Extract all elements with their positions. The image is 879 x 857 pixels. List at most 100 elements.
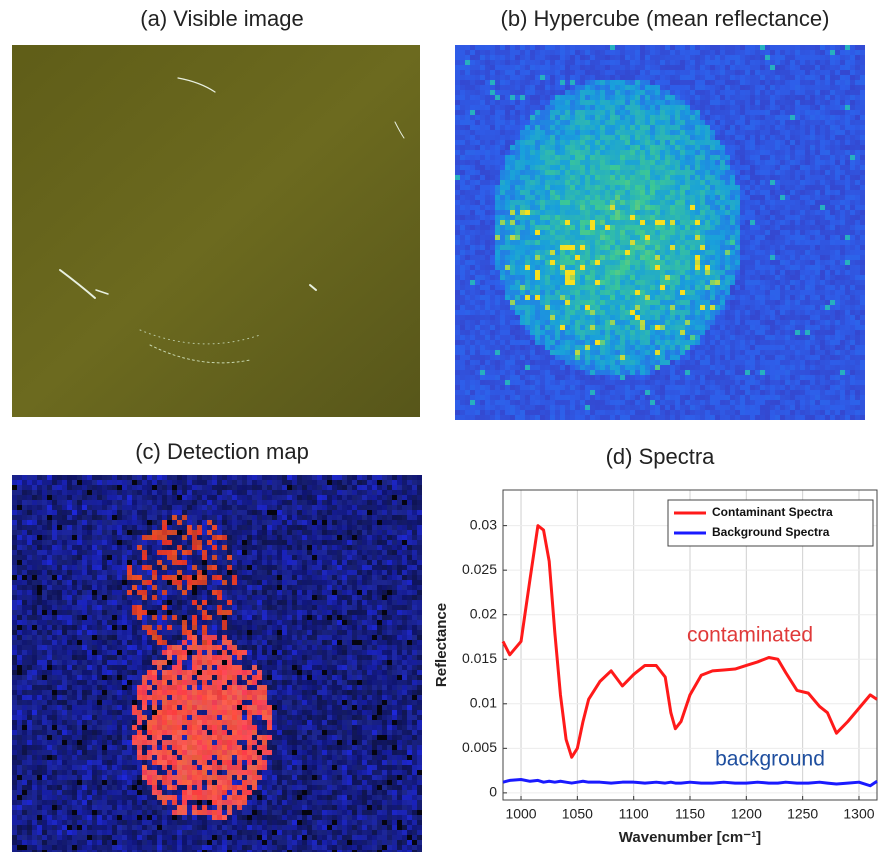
pixel	[655, 345, 660, 350]
pixel	[565, 145, 570, 150]
pixel	[745, 95, 750, 100]
pixel	[560, 255, 565, 260]
pixel	[685, 340, 690, 345]
pixel	[755, 60, 760, 65]
pixel	[480, 235, 485, 240]
pixel	[860, 190, 865, 195]
pixel	[825, 120, 830, 125]
pixel	[580, 55, 585, 60]
pixel	[855, 150, 860, 155]
pixel	[810, 165, 815, 170]
pixel	[535, 140, 540, 145]
pixel	[545, 170, 550, 175]
pixel	[565, 175, 570, 180]
pixel	[705, 55, 710, 60]
pixel	[650, 185, 655, 190]
pixel	[765, 130, 770, 135]
pixel	[480, 245, 485, 250]
pixel	[680, 340, 685, 345]
pixel	[680, 215, 685, 220]
pixel	[705, 320, 710, 325]
pixel	[640, 230, 645, 235]
pixel	[505, 170, 510, 175]
pixel	[600, 195, 605, 200]
pixel	[655, 340, 660, 345]
pixel	[540, 330, 545, 335]
pixel	[760, 310, 765, 315]
pixel	[790, 170, 795, 175]
pixel	[575, 160, 580, 165]
pixel	[555, 55, 560, 60]
pixel	[545, 200, 550, 205]
pixel	[745, 150, 750, 155]
pixel	[555, 260, 560, 265]
pixel	[720, 190, 725, 195]
pixel	[545, 265, 550, 270]
pixel	[575, 235, 580, 240]
pixel	[700, 250, 705, 255]
pixel	[485, 225, 490, 230]
pixel	[510, 120, 515, 125]
pixel	[840, 50, 845, 55]
pixel	[455, 320, 460, 325]
pixel	[540, 205, 545, 210]
pixel	[510, 140, 515, 145]
pixel	[455, 185, 460, 190]
pixel	[630, 235, 635, 240]
pixel	[500, 260, 505, 265]
pixel	[655, 45, 660, 50]
pixel	[750, 250, 755, 255]
pixel	[595, 290, 600, 295]
pixel	[575, 100, 580, 105]
pixel	[590, 250, 595, 255]
pixel	[695, 325, 700, 330]
pixel	[620, 295, 625, 300]
pixel	[575, 50, 580, 55]
pixel	[645, 335, 650, 340]
pixel	[615, 300, 620, 305]
pixel	[855, 230, 860, 235]
pixel	[550, 195, 555, 200]
pixel	[515, 270, 520, 275]
pixel	[760, 105, 765, 110]
pixel	[640, 130, 645, 135]
pixel	[765, 195, 770, 200]
pixel	[540, 335, 545, 340]
pixel	[725, 50, 730, 55]
pixel	[570, 200, 575, 205]
pixel	[815, 145, 820, 150]
pixel	[675, 160, 680, 165]
pixel	[465, 195, 470, 200]
pixel	[740, 205, 745, 210]
pixel	[700, 185, 705, 190]
pixel	[595, 110, 600, 115]
pixel	[465, 85, 470, 90]
pixel	[550, 155, 555, 160]
pixel	[465, 230, 470, 235]
pixel	[855, 220, 860, 225]
pixel	[765, 75, 770, 80]
pixel	[480, 205, 485, 210]
pixel	[560, 285, 565, 290]
pixel	[630, 95, 635, 100]
pixel	[595, 310, 600, 315]
pixel	[505, 100, 510, 105]
pixel	[770, 190, 775, 195]
pixel	[565, 150, 570, 155]
pixel	[665, 210, 670, 215]
pixel	[650, 280, 655, 285]
pixel	[550, 95, 555, 100]
pixel	[590, 170, 595, 175]
pixel	[740, 330, 745, 335]
pixel	[775, 165, 780, 170]
pixel	[715, 315, 720, 320]
pixel	[570, 130, 575, 135]
pixel	[700, 170, 705, 175]
pixel	[485, 165, 490, 170]
pixel	[585, 175, 590, 180]
pixel	[630, 320, 635, 325]
pixel	[770, 160, 775, 165]
pixel	[455, 285, 460, 290]
pixel	[815, 340, 820, 345]
pixel	[855, 325, 860, 330]
